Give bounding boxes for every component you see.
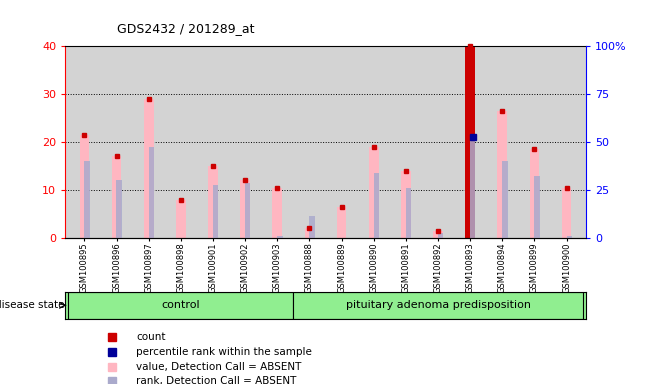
Bar (68, 292, 294, 319)
Bar (213, 185, 218, 238)
Bar (245, 183, 251, 238)
Text: percentile rank within the sample: percentile rank within the sample (136, 347, 312, 358)
Text: rank, Detection Call = ABSENT: rank, Detection Call = ABSENT (136, 376, 296, 384)
Bar (85, 161, 90, 238)
Bar (176, 200, 186, 238)
Bar (294, 292, 583, 319)
Bar (79, 135, 89, 238)
Bar (502, 161, 508, 238)
Text: GDS2432 / 201289_at: GDS2432 / 201289_at (117, 22, 255, 35)
Bar (465, 46, 475, 238)
Bar (433, 231, 443, 238)
Bar (470, 137, 475, 238)
Bar (277, 236, 283, 238)
Bar (112, 157, 121, 238)
Bar (438, 233, 443, 238)
Bar (497, 111, 507, 238)
Bar (369, 147, 378, 238)
Bar (240, 180, 250, 238)
Bar (534, 176, 540, 238)
Bar (208, 166, 218, 238)
Bar (117, 180, 122, 238)
Bar (273, 188, 282, 238)
Bar (530, 149, 539, 238)
Bar (406, 188, 411, 238)
Bar (337, 207, 346, 238)
Bar (401, 171, 411, 238)
Bar (566, 236, 572, 238)
Text: pituitary adenoma predisposition: pituitary adenoma predisposition (346, 300, 531, 310)
Bar (148, 147, 154, 238)
Bar (305, 228, 314, 238)
Text: count: count (136, 332, 165, 342)
Text: value, Detection Call = ABSENT: value, Detection Call = ABSENT (136, 362, 301, 372)
Text: control: control (161, 300, 200, 310)
Bar (374, 173, 379, 238)
Bar (144, 99, 154, 238)
Bar (309, 217, 314, 238)
Text: disease state: disease state (0, 300, 64, 310)
Bar (562, 188, 572, 238)
